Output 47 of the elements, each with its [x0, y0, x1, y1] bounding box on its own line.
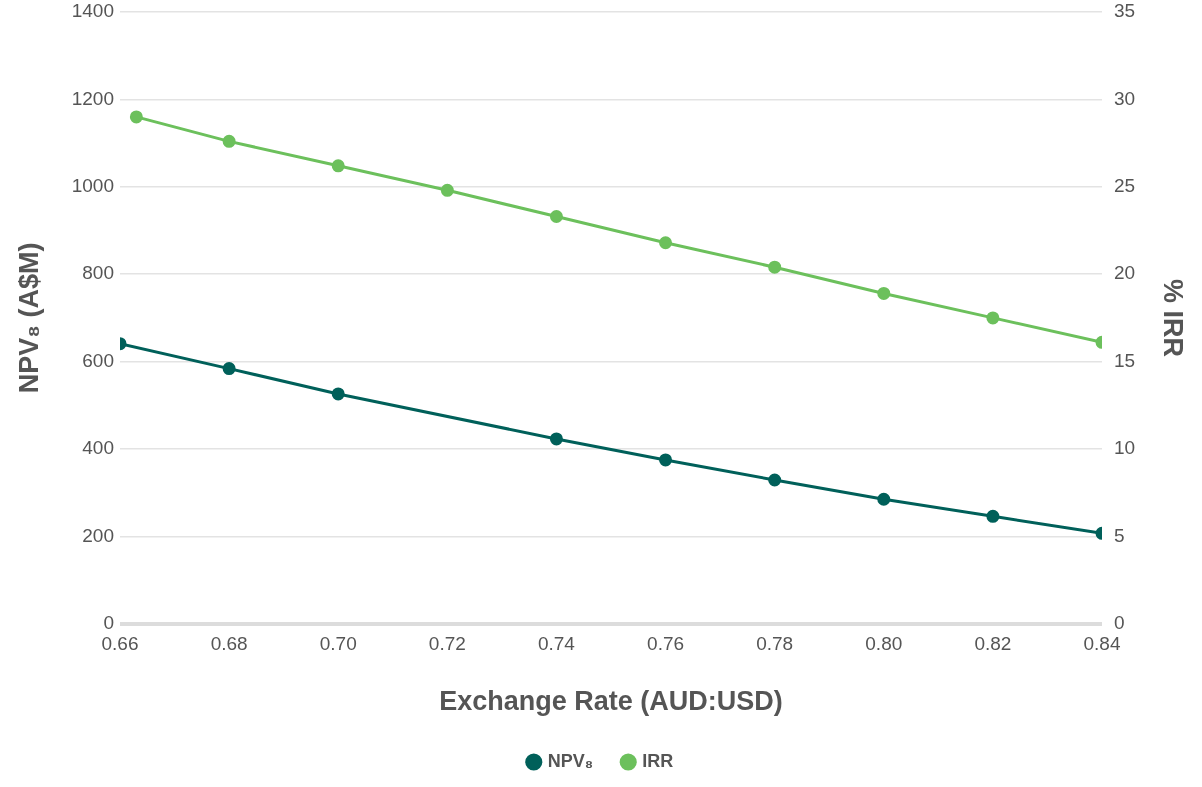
x-tick-label: 0.74 [537, 633, 576, 655]
x-tick-label: 0.66 [101, 633, 139, 655]
point [331, 387, 345, 401]
point [129, 110, 143, 124]
y-tick-label: 200 [82, 524, 114, 546]
y2-tick-label: 5 [1114, 524, 1125, 546]
point [986, 311, 1000, 325]
point [768, 260, 782, 274]
x-axis-title: Exchange Rate (AUD:USD) [439, 686, 783, 717]
y2-axis-title: % IRR [1158, 278, 1189, 357]
x-tick-label: 0.72 [428, 633, 466, 655]
y2-tick-label: 0 [1114, 612, 1125, 634]
x-tick-label: 0.84 [1083, 633, 1121, 655]
y2-tick-label: 25 [1114, 175, 1136, 197]
point [440, 183, 454, 197]
y2-tick-label: 20 [1114, 262, 1136, 284]
y-tick-label: 1200 [71, 87, 114, 109]
point [659, 236, 673, 250]
y2-tick-label: 10 [1114, 437, 1136, 459]
y-tick-label: 1400 [71, 0, 114, 22]
y-tick-label: 1000 [71, 175, 114, 197]
point [877, 286, 891, 300]
y-tick-label: 400 [82, 437, 114, 459]
point [768, 473, 782, 487]
point [331, 159, 345, 173]
x-tick-label: 0.76 [647, 633, 685, 655]
point [222, 362, 236, 376]
y2-tick-label: 35 [1114, 0, 1136, 22]
y-axis-title: NPV₈ (A$M) [13, 242, 44, 394]
point [549, 432, 563, 446]
x-tick-label: 0.70 [319, 633, 357, 655]
point [549, 210, 563, 224]
point [659, 453, 673, 467]
legend-label: NPV₈ [547, 750, 594, 771]
point [877, 492, 891, 506]
point [986, 509, 1000, 523]
x-tick-label: 0.82 [974, 633, 1012, 655]
y2-tick-label: 30 [1114, 87, 1136, 109]
y-tick-label: 800 [82, 262, 114, 284]
y2-tick-label: 15 [1114, 349, 1136, 371]
x-tick-label: 0.68 [210, 633, 248, 655]
legend-label: IRR [642, 750, 674, 771]
y-tick-label: 600 [82, 349, 114, 371]
y-tick-label: 0 [103, 612, 114, 634]
point [222, 134, 236, 148]
x-tick-label: 0.78 [756, 633, 794, 655]
x-tick-label: 0.80 [865, 633, 903, 655]
